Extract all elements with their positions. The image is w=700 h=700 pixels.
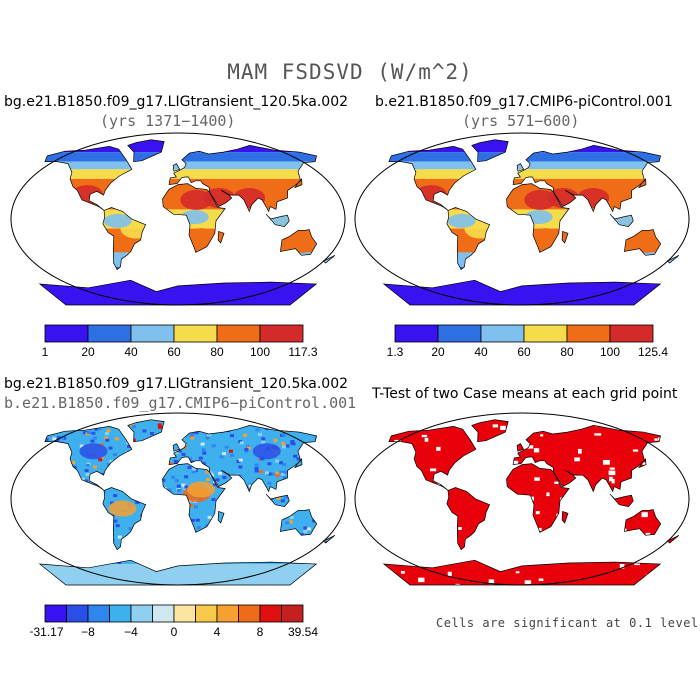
- colorbar-tick-label: 0: [171, 625, 178, 639]
- colorbar-swatch: [130, 604, 153, 623]
- colorbar-tick-label: 100: [600, 345, 620, 359]
- colorbar-tick-label: 40: [124, 345, 138, 359]
- colorbar-swatch: [216, 324, 261, 343]
- colorbar-tick-label: 4: [214, 625, 221, 639]
- panel-3-case-label: bg.e21.B1850.f09_g17.LIGtransient_120.5k…: [4, 376, 349, 392]
- colorbar-swatch: [195, 604, 218, 623]
- colorbar-tick-label: 60: [167, 345, 181, 359]
- colorbar-swatch: [480, 324, 525, 343]
- map-boundary: [354, 412, 690, 586]
- colorbar-swatch: [87, 324, 132, 343]
- panel-1-colorbar: 1 20 40 60 80 100 117.3: [42, 324, 318, 359]
- coastlines: [382, 419, 680, 586]
- colorbar-tick-label: −31.17: [30, 625, 64, 639]
- map-boundary: [10, 412, 346, 586]
- colorbar-swatch: [44, 604, 67, 623]
- panel-4-title: T-Test of two Case means at each grid po…: [372, 386, 678, 402]
- colorbar-swatch: [281, 604, 304, 623]
- colorbar-tick-label: 117.3: [288, 345, 317, 359]
- colorbar-swatch: [259, 604, 282, 623]
- colorbar-swatch: [87, 604, 110, 623]
- colorbar-swatch: [238, 604, 261, 623]
- colorbar-swatch: [437, 324, 482, 343]
- colorbar-swatch: [566, 324, 611, 343]
- land-field: [383, 419, 679, 585]
- colorbar-swatch: [173, 324, 218, 343]
- colorbar-tick-label: −8: [81, 625, 95, 639]
- colorbar-tick-label: 20: [431, 345, 445, 359]
- colorbar-tick-label: 20: [81, 345, 95, 359]
- colorbar-tick-label: 60: [517, 345, 531, 359]
- panel-1-map: [8, 130, 348, 308]
- colorbar-tick-label: 8: [257, 625, 264, 639]
- colorbar-tick-label: 1: [42, 345, 49, 359]
- panel-2-map: [352, 130, 692, 308]
- colorbar-tick-label: 40: [474, 345, 488, 359]
- panel-2-case-label: b.e21.B1850.f09_g17.CMIP6-piControl.001: [375, 94, 673, 110]
- coastlines: [382, 139, 680, 306]
- colorbar-tick-label: 100: [250, 345, 270, 359]
- map-boundary: [354, 132, 690, 306]
- significance-note: Cells are significant at 0.1 level: [436, 616, 699, 630]
- colorbar-tick-label: 1.3: [387, 345, 404, 359]
- map-boundary: [10, 132, 346, 306]
- colorbar-tick-label: −4: [124, 625, 138, 639]
- colorbar-swatch: [109, 604, 132, 623]
- land-field: [39, 419, 335, 585]
- panel-1-years-label: (yrs 1371−1400): [100, 112, 236, 130]
- panel-3-colorbar: −31.17 −8 −4 0 4 8 39.54: [30, 604, 318, 639]
- panel-1-case-label: bg.e21.B1850.f09_g17.LIGtransient_120.5k…: [4, 94, 349, 110]
- colorbar-swatch: [523, 324, 568, 343]
- colorbar-swatch: [216, 604, 239, 623]
- colorbar-swatch: [66, 604, 89, 623]
- coastlines: [38, 139, 336, 306]
- panel-2-colorbar: 1.3 20 40 60 80 100 125.4: [387, 324, 668, 359]
- panel-3-map: [8, 410, 348, 588]
- colorbar-swatch: [609, 324, 654, 343]
- figure-title: MAM FSDSVD (W/m^2): [227, 60, 473, 84]
- colorbar-swatch: [173, 604, 196, 623]
- colorbar-tick-label: 80: [560, 345, 574, 359]
- colorbar-swatch: [259, 324, 304, 343]
- panel-2-years-label: (yrs 571−600): [462, 112, 580, 130]
- colorbar-swatch: [394, 324, 439, 343]
- panel-4-map: [352, 410, 692, 588]
- colorbar-tick-label: 39.54: [288, 625, 318, 639]
- colorbar-swatch: [152, 604, 175, 623]
- colorbar-tick-label: 125.4: [638, 345, 668, 359]
- colorbar-swatch: [44, 324, 89, 343]
- colorbar-tick-label: 80: [210, 345, 224, 359]
- colorbar-swatch: [130, 324, 175, 343]
- panel-3-control-label: b.e21.B1850.f09_g17.CMIP6−piControl.001: [4, 394, 357, 412]
- coastlines: [38, 419, 336, 586]
